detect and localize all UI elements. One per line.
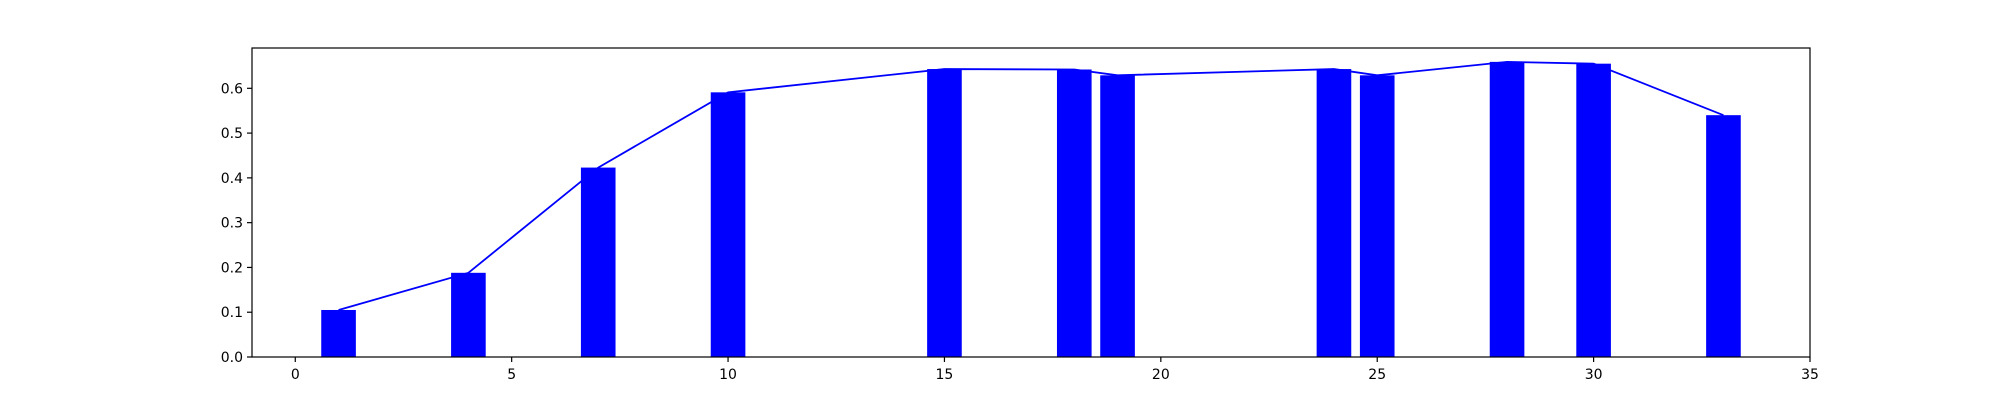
bars — [321, 61, 1741, 358]
y-tick-label: 0.5 — [221, 126, 243, 142]
line-path — [338, 60, 1724, 311]
y-tick-label: 0.0 — [221, 350, 243, 366]
bar-8 — [1359, 75, 1395, 358]
bar-6 — [1100, 75, 1135, 358]
y-tick-label: 0.1 — [221, 305, 243, 321]
bar-2 — [580, 167, 616, 357]
bar-4 — [927, 69, 962, 358]
axes-frame — [251, 47, 1811, 358]
y-tick-label: 0.2 — [221, 260, 243, 276]
bar-9 — [1489, 61, 1525, 358]
x-tick-label: 35 — [1801, 367, 1819, 383]
x-tick-label: 0 — [291, 367, 300, 383]
bar-0 — [321, 309, 356, 357]
x-tick-label: 10 — [719, 367, 737, 383]
bar-7 — [1316, 69, 1352, 358]
line-series — [338, 60, 1724, 311]
bar-11 — [1706, 115, 1741, 357]
y-tick-label: 0.3 — [221, 216, 243, 232]
x-tick-label: 15 — [936, 367, 954, 383]
y-tick-label: 0.6 — [221, 81, 243, 97]
x-tick-label: 30 — [1585, 367, 1603, 383]
bar-5 — [1056, 69, 1092, 357]
y-tick-label: 0.4 — [221, 171, 243, 187]
x-tick-label: 25 — [1368, 367, 1386, 383]
bar-10 — [1576, 63, 1611, 357]
x-axis: 0 5 10 15 20 25 30 35 — [291, 357, 1819, 383]
bar-1 — [451, 272, 486, 357]
x-tick-label: 5 — [507, 367, 516, 383]
x-tick-label: 20 — [1152, 367, 1170, 383]
y-axis: 0.0 0.1 0.2 0.3 0.4 0.5 0.6 — [221, 81, 252, 366]
bar-3 — [710, 92, 746, 358]
